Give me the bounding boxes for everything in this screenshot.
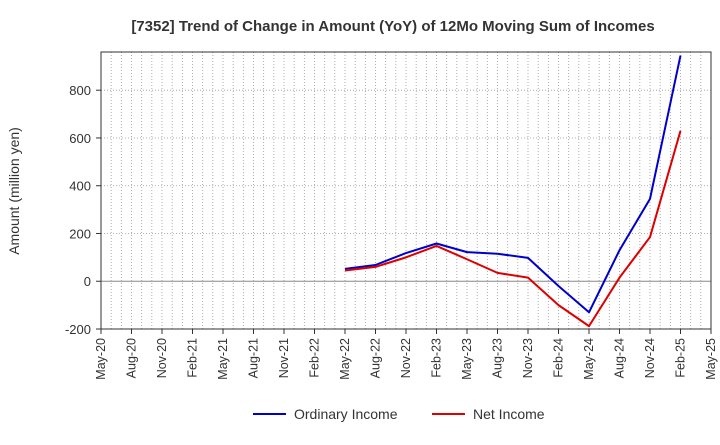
y-tick-label: -200 [65,322,91,337]
chart-title: [7352] Trend of Change in Amount (YoY) o… [131,18,654,35]
x-tick-label: Feb-25 [674,338,688,378]
legend-label-net-income: Net Income [473,406,545,422]
x-tick-label: Aug-23 [491,338,505,378]
y-tick-label: 800 [69,83,91,98]
x-tick-label: May-24 [582,338,596,380]
y-tick-label: 400 [69,179,91,194]
y-axis-label: Amount (million yen) [6,127,22,255]
y-tick-labels: -200 0 200 400 600 800 [65,83,101,337]
x-tick-label: Nov-22 [399,338,413,378]
x-tick-label: May-21 [216,338,230,380]
x-tick-label: May-22 [338,338,352,380]
x-tick-label: Feb-23 [430,338,444,378]
series-lines [344,55,682,328]
y-tick-label: 600 [69,131,91,146]
x-tick-labels: May-20 Aug-20 Nov-20 Feb-21 May-21 Aug-21 Nov-… [94,329,718,380]
x-tick-label: Aug-22 [369,338,383,378]
x-tick-label: Aug-24 [613,338,627,378]
x-tick-label: Nov-23 [521,338,535,378]
series-line-ordinary-income [344,55,682,314]
grid-lines [100,52,712,330]
legend-label-ordinary-income: Ordinary Income [294,406,398,422]
y-tick-label: 200 [69,226,91,241]
x-tick-label: Nov-24 [643,338,657,378]
x-tick-label: Aug-20 [125,338,139,378]
x-tick-label: May-23 [460,338,474,380]
legend: Ordinary Income Net Income [253,406,545,422]
series-line-net-income [344,130,682,328]
x-tick-label: Aug-21 [247,338,261,378]
x-tick-label: May-20 [94,338,108,380]
x-tick-label: May-25 [704,338,718,380]
x-tick-label: Nov-21 [277,338,291,378]
x-tick-label: Nov-20 [155,338,169,378]
x-tick-label: Feb-22 [308,338,322,378]
x-tick-label: Feb-24 [552,338,566,378]
y-tick-label: 0 [84,274,91,289]
x-tick-label: Feb-21 [186,338,200,378]
